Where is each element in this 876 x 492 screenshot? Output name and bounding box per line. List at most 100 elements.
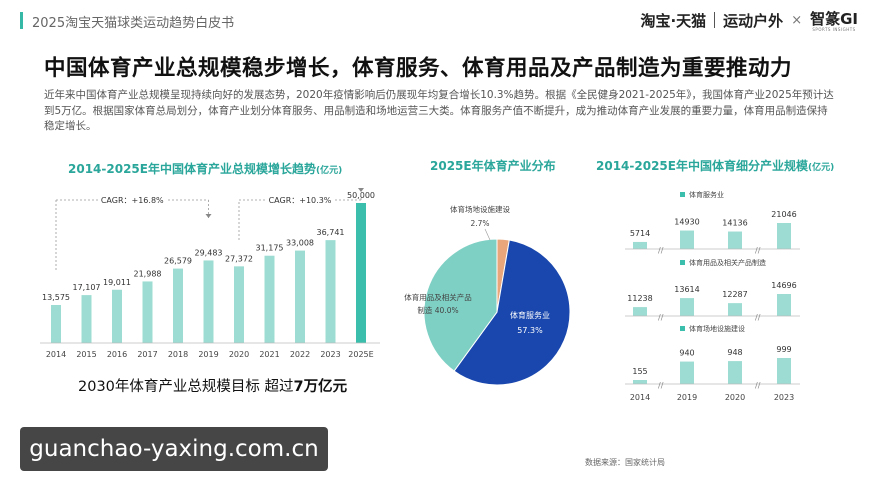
segment-x-tick-2014: 2014 [630,393,650,402]
bar-2021 [264,255,275,343]
segment-bar-2-3 [777,358,791,384]
segment-x-tick-2020: 2020 [725,393,745,402]
segment-bar-0-1 [680,230,694,249]
series-marker-1 [680,260,685,265]
pie-leader-venue [484,228,491,241]
segment-bar-2-2 [728,361,742,384]
taobao-tmall-logo: 淘宝·天猫 [640,11,707,30]
pie-label-goods: 体育用品及相关产品 [404,292,472,302]
value-label-2014: 13,575 [42,293,70,302]
cagr-label-bg-1 [266,193,334,206]
zhimeng-logo-subtext: SPORTS INSIGHTS [812,27,856,32]
chart1-title: 2014-2025E年中国体育产业总规模增长趋势(亿元) [68,160,342,177]
x-tick-2015: 2015 [76,350,96,359]
cross-mark: × [791,12,803,28]
axis-break-0: // [658,246,664,255]
bar-2020 [234,266,244,343]
cagr-label-bg-0 [98,193,167,206]
x-tick-2022: 2022 [290,350,310,359]
x-tick-2025E: 2025E [348,350,373,359]
cagr-arrow-1 [358,188,364,192]
segment-value-2-0: 155 [632,367,647,376]
segment-value-2-1: 940 [679,349,694,358]
bar-2018 [173,268,183,343]
value-label-2020: 27,372 [225,254,253,263]
pie-label-venue: 体育场地设施建设 [450,204,510,214]
segment-bar-2-1 [680,361,694,384]
page-headline: 中国体育产业总规模稳步增长，体育服务、体育用品及产品制造为重要推动力 [44,56,793,81]
cagr-arrow-0 [205,214,212,218]
outdoor-sports-logo: 运动户外 [723,11,784,30]
segment-value-0-3: 21046 [771,210,796,219]
x-tick-2016: 2016 [107,350,127,359]
series-name-1: 体育用品及相关产品制造 [689,258,766,267]
report-title: 2025淘宝天猫球类运动趋势白皮书 [32,16,235,31]
axis-break-b-2: // [755,381,761,390]
series-name-2: 体育场地设施建设 [689,324,745,333]
segment-value-1-3: 14696 [771,281,796,290]
chart3-title: 2014-2025E年中国体育细分产业规模(亿元) [596,157,834,174]
segment-bar-1-1 [680,298,694,316]
target-statement: 2030年体育产业总规模目标 超过7万亿元 [78,375,347,396]
chart1-title-text: 2014-2025E年中国体育产业总规模增长趋势 [68,162,316,176]
bar-2025E [356,203,366,343]
segment-value-0-0: 5714 [630,229,650,238]
value-label-2022: 33,008 [286,239,314,248]
pie-percent-service: 57.3% [517,326,543,335]
pie-percent-venue: 2.7% [470,219,489,228]
series-marker-2 [680,326,685,331]
segment-bar-0-0 [633,241,647,249]
segment-value-2-3: 999 [776,345,791,354]
x-tick-2023: 2023 [320,350,340,359]
bar-2015 [81,295,92,343]
report-header: 2025淘宝天猫球类运动趋势白皮书 淘宝·天猫 运动户外 × 智篆GI SPOR… [0,0,876,40]
segment-bar-0-3 [777,223,791,249]
header-accent-bar [20,12,23,29]
value-label-2021: 31,175 [256,244,284,253]
value-label-2017: 21,988 [134,269,162,278]
bar-2016 [112,289,122,343]
series-name-0: 体育服务业 [689,190,724,199]
cagr-label-1: CAGR：+10.3% [269,196,332,205]
value-label-2023: 36,741 [317,228,345,237]
bar-2014 [51,304,61,343]
segment-bar-2-0 [633,380,647,384]
segment-bar-0-2 [728,231,742,249]
segment-value-1-0: 11238 [627,294,652,303]
x-tick-2021: 2021 [259,350,279,359]
chart1-unit: (亿元) [315,166,343,176]
value-label-2015: 17,107 [73,283,101,292]
segment-x-tick-2019: 2019 [677,393,697,402]
segment-x-tick-2023: 2023 [774,393,794,402]
zhimeng-logo-text: 智篆GI [810,10,858,28]
x-tick-2020: 2020 [229,350,249,359]
segment-value-0-1: 14930 [674,218,699,227]
value-label-2016: 19,011 [103,278,131,287]
chart2-title: 2025E年体育产业分布 [430,159,556,173]
cagr-label-0: CAGR：+16.8% [101,196,164,205]
pie-label-service: 体育服务业 [510,310,550,320]
bar-2017 [142,281,153,343]
pie-label-goods-line2: 制造 40.0% [417,305,458,315]
value-label-2018: 26,579 [164,257,192,266]
pie-slice-1 [423,238,498,372]
zhimeng-logo: 智篆GI SPORTS INSIGHTS [810,8,858,32]
segment-bar-1-2 [728,303,742,316]
bar-2023 [325,240,336,343]
bar-2019 [203,260,214,343]
axis-break-b-1: // [755,313,761,322]
segment-value-1-1: 13614 [674,285,699,294]
series-marker-0 [680,192,685,197]
watermark: guanchao-yaxing.com.cn [20,427,328,471]
segment-bar-1-3 [777,294,791,316]
intro-paragraph: 近年来中国体育产业总规模呈现持续向好的发展态势，2020年疫情影响后仍展现年均复… [44,89,834,132]
segment-value-0-2: 14136 [722,219,747,228]
chart3-title-text: 2014-2025E年中国体育细分产业规模 [596,159,808,173]
axis-break-1: // [658,313,664,322]
segment-value-2-2: 948 [727,348,742,357]
logo-divider [714,12,716,28]
chart3-unit: (亿元) [807,163,835,173]
brand-logos: 淘宝·天猫 运动户外 × 智篆GI SPORTS INSIGHTS [640,8,858,32]
x-tick-2019: 2019 [198,350,218,359]
